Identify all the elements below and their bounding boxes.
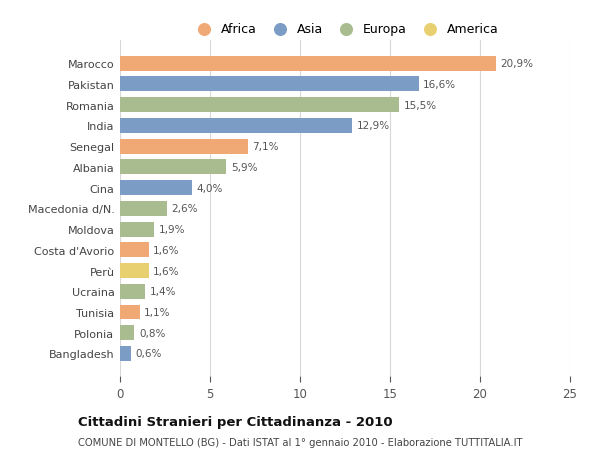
Bar [120, 284, 145, 299]
Text: 7,1%: 7,1% [252, 142, 279, 152]
Text: 1,4%: 1,4% [150, 286, 176, 297]
Text: 1,1%: 1,1% [145, 308, 171, 317]
Text: 1,9%: 1,9% [158, 224, 185, 235]
Text: 1,6%: 1,6% [154, 266, 180, 276]
Text: 0,6%: 0,6% [136, 349, 161, 358]
Text: 0,8%: 0,8% [139, 328, 165, 338]
Bar [120, 77, 419, 92]
Bar [120, 140, 248, 154]
Text: 15,5%: 15,5% [404, 101, 437, 110]
Text: 1,6%: 1,6% [154, 245, 180, 255]
Bar [120, 56, 496, 72]
Bar [120, 346, 131, 361]
Text: 20,9%: 20,9% [500, 59, 534, 69]
Bar [120, 243, 149, 257]
Bar [120, 325, 134, 341]
Text: 16,6%: 16,6% [424, 80, 457, 90]
Text: 12,9%: 12,9% [357, 121, 390, 131]
Text: 5,9%: 5,9% [230, 162, 257, 173]
Text: COMUNE DI MONTELLO (BG) - Dati ISTAT al 1° gennaio 2010 - Elaborazione TUTTITALI: COMUNE DI MONTELLO (BG) - Dati ISTAT al … [78, 437, 523, 447]
Bar [120, 305, 140, 320]
Text: 2,6%: 2,6% [172, 204, 198, 214]
Bar [120, 160, 226, 175]
Bar [120, 98, 399, 113]
Bar [120, 118, 352, 134]
Bar [120, 202, 167, 216]
Text: 4,0%: 4,0% [197, 183, 223, 193]
Legend: Africa, Asia, Europa, America: Africa, Asia, Europa, America [187, 19, 503, 39]
Text: Cittadini Stranieri per Cittadinanza - 2010: Cittadini Stranieri per Cittadinanza - 2… [78, 415, 392, 428]
Bar [120, 263, 149, 278]
Bar [120, 222, 154, 237]
Bar [120, 181, 192, 196]
